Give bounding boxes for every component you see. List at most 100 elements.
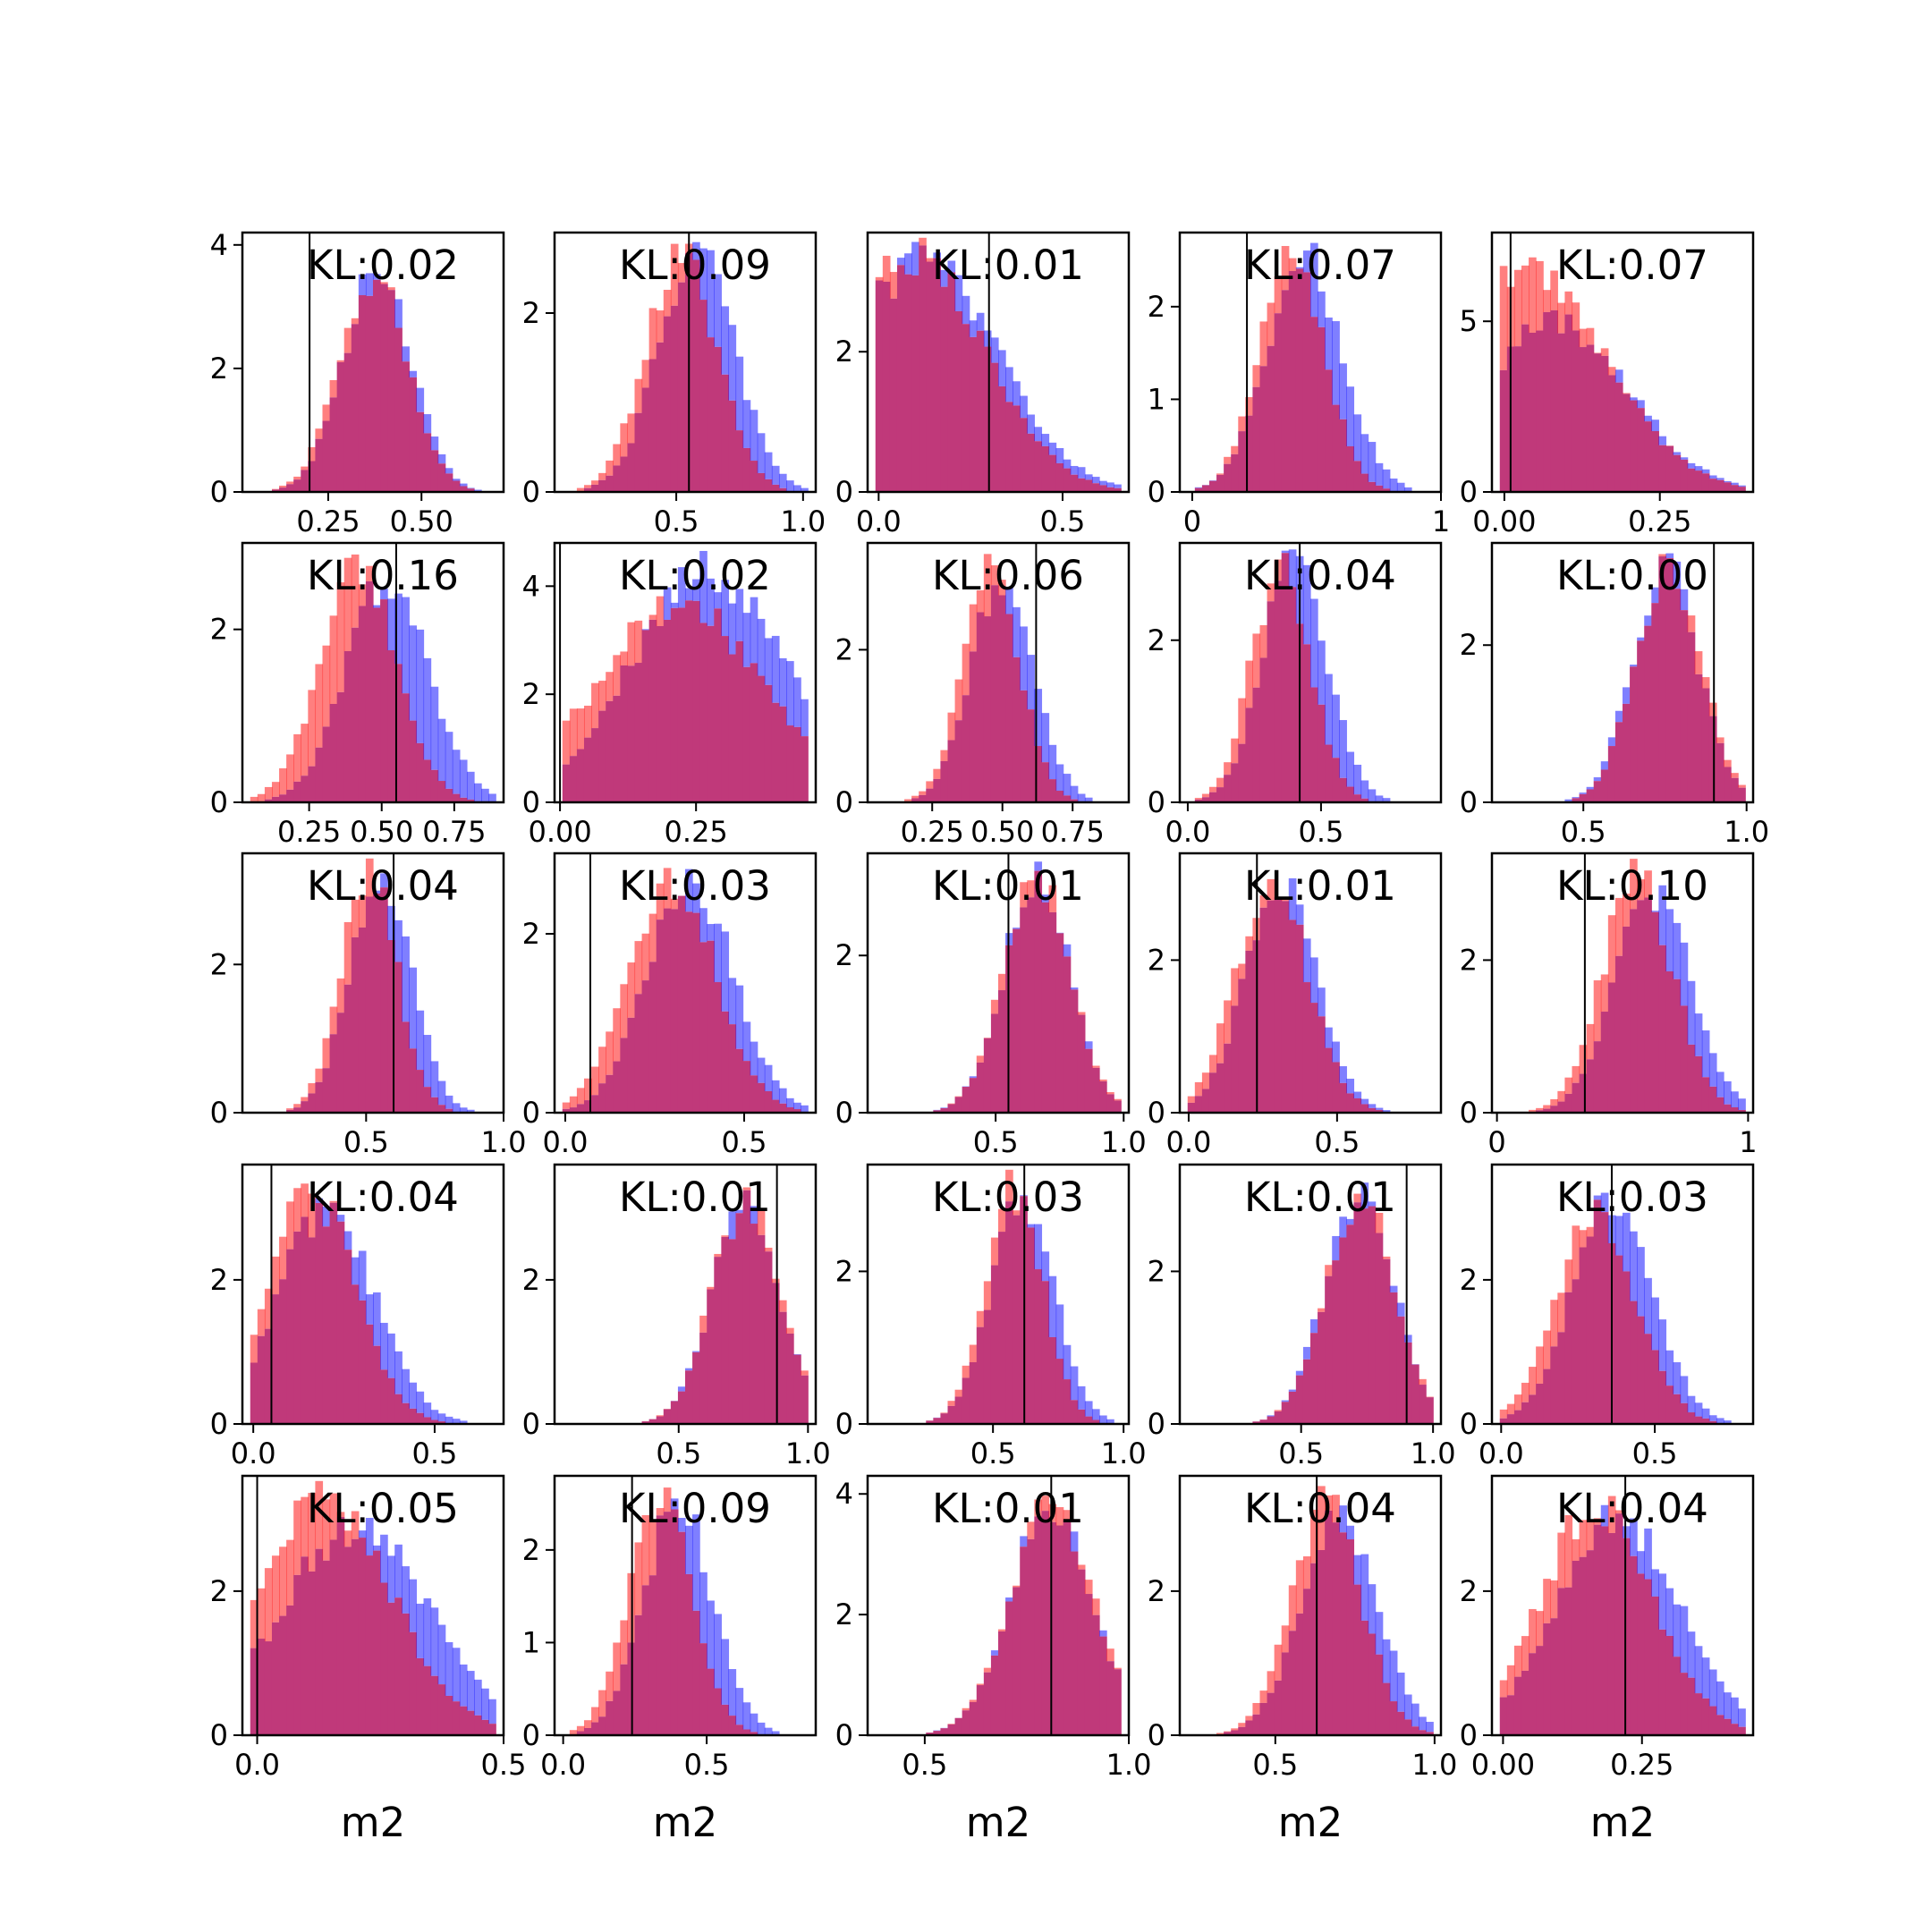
histogram-bar-overlap [409, 1631, 418, 1735]
histogram-bar [656, 310, 665, 343]
histogram-bar [1572, 302, 1580, 331]
histogram-bar-overlap [1658, 1370, 1667, 1424]
histogram-bar-overlap [1295, 268, 1304, 492]
histogram-bar-overlap [998, 1631, 1006, 1735]
histogram-bar [1637, 1247, 1645, 1317]
histogram-bar-overlap [1658, 1629, 1667, 1735]
histogram-bar-overlap [1614, 722, 1623, 802]
histogram-bar [940, 1412, 949, 1414]
histogram-bar [430, 1607, 439, 1676]
histogram-bar [293, 476, 301, 480]
histogram-bar-overlap [764, 1251, 773, 1424]
histogram-bar-overlap [1252, 1714, 1261, 1735]
histogram-bar [315, 1480, 324, 1549]
histogram-bar-overlap [264, 799, 273, 802]
histogram-bar [1187, 1096, 1196, 1103]
histogram-bar-overlap [1600, 1012, 1609, 1113]
histogram-bar [1055, 1507, 1064, 1526]
histogram-bar-overlap [1521, 1670, 1530, 1735]
histogram-bar [576, 1725, 585, 1732]
histogram-bar-overlap [728, 1239, 737, 1424]
histogram-bar [1375, 1212, 1384, 1233]
histogram-bar-overlap [1382, 488, 1391, 492]
histogram-bar [1310, 957, 1318, 1004]
histogram-bar-overlap [591, 1095, 599, 1113]
axes-frame [866, 852, 1131, 1114]
x-tick-label: 0.25 [296, 504, 360, 538]
histogram-bar-overlap [793, 726, 801, 802]
kl-annotation: KL:0.04 [1556, 1485, 1708, 1532]
histogram-bar [430, 1410, 439, 1420]
histogram-bar [271, 488, 280, 490]
histogram-bar-overlap [1564, 1093, 1573, 1113]
y-tick-label: 4 [210, 228, 228, 262]
histogram-bar [1259, 894, 1268, 908]
histogram-bar-overlap [750, 663, 758, 802]
histogram-bar [1637, 637, 1645, 641]
histogram-bar [445, 468, 453, 474]
kl-annotation: KL:0.04 [307, 862, 459, 910]
histogram-bar-overlap [1637, 640, 1645, 802]
histogram-bar-overlap [257, 1639, 266, 1735]
histogram-bar-overlap [1607, 1532, 1616, 1735]
histogram-bar [1506, 1403, 1515, 1415]
histogram-bar-overlap [998, 1232, 1006, 1424]
histogram-bar-overlap [1716, 1715, 1724, 1735]
histogram-bar-overlap [1041, 1511, 1050, 1735]
histogram-bar-overlap [1360, 473, 1369, 492]
histogram-bar-overlap [1114, 1669, 1122, 1735]
histogram-bar-overlap [1572, 798, 1580, 802]
histogram-bar-overlap [606, 1700, 614, 1735]
histogram-bar-overlap [1644, 421, 1652, 492]
histogram-bar-overlap [1208, 792, 1217, 802]
histogram-bar-overlap [670, 1401, 679, 1424]
histogram-bar-overlap [1077, 1569, 1086, 1735]
histogram-bar [983, 1667, 992, 1673]
histogram-bar-overlap [1346, 1539, 1355, 1735]
histogram-bar [728, 1211, 737, 1240]
histogram-bar-overlap [271, 489, 280, 492]
histogram-bar-overlap [954, 1097, 963, 1113]
histogram-bar-overlap [459, 486, 468, 492]
histogram-bar-overlap [1600, 1212, 1609, 1424]
histogram-bar-overlap [1593, 1041, 1602, 1113]
histogram-bar-overlap [750, 1732, 758, 1735]
histogram-bar-overlap [962, 1087, 970, 1113]
histogram-bar [1353, 1193, 1362, 1203]
histogram-bar [365, 565, 374, 581]
histogram-bar [1564, 1514, 1573, 1588]
histogram-bar-overlap [409, 1408, 418, 1424]
histogram-bar-overlap [1360, 1104, 1369, 1113]
histogram-bar [778, 657, 787, 707]
histogram-bar-overlap [394, 664, 402, 802]
histogram-bar-overlap [1738, 487, 1746, 492]
histogram-bar-overlap [1644, 1334, 1652, 1424]
histogram-bar-overlap [1084, 1594, 1093, 1735]
y-tick-label: 2 [835, 632, 853, 666]
histogram-bar-overlap [663, 908, 672, 1113]
histogram-bar [1724, 759, 1732, 767]
histogram-bar [343, 921, 352, 985]
histogram-bar-overlap [786, 725, 794, 802]
histogram-bar-overlap [1252, 386, 1261, 492]
histogram-bar [1708, 1053, 1717, 1087]
histogram-bar [1658, 436, 1667, 445]
histogram-bar [343, 1530, 352, 1547]
histogram-bar-overlap [735, 1213, 744, 1424]
kl-annotation: KL:0.01 [932, 862, 1084, 910]
histogram-bar-overlap [1231, 763, 1239, 802]
kl-annotation: KL:0.03 [1556, 1174, 1708, 1221]
histogram-bar-overlap [1034, 441, 1043, 492]
histogram-bar-overlap [641, 980, 650, 1113]
histogram-bar [1600, 348, 1609, 356]
y-tick-label: 2 [1148, 943, 1165, 977]
histogram-bar [394, 1351, 402, 1394]
histogram-bar-overlap [641, 630, 650, 802]
histogram-bar-overlap [423, 1665, 432, 1735]
histogram-bar [648, 1519, 657, 1576]
histogram-bar-overlap [1274, 1680, 1283, 1735]
histogram-bar-overlap [1368, 1107, 1377, 1113]
histogram-bar-overlap [714, 1257, 722, 1424]
histogram-bar-overlap [976, 612, 985, 802]
